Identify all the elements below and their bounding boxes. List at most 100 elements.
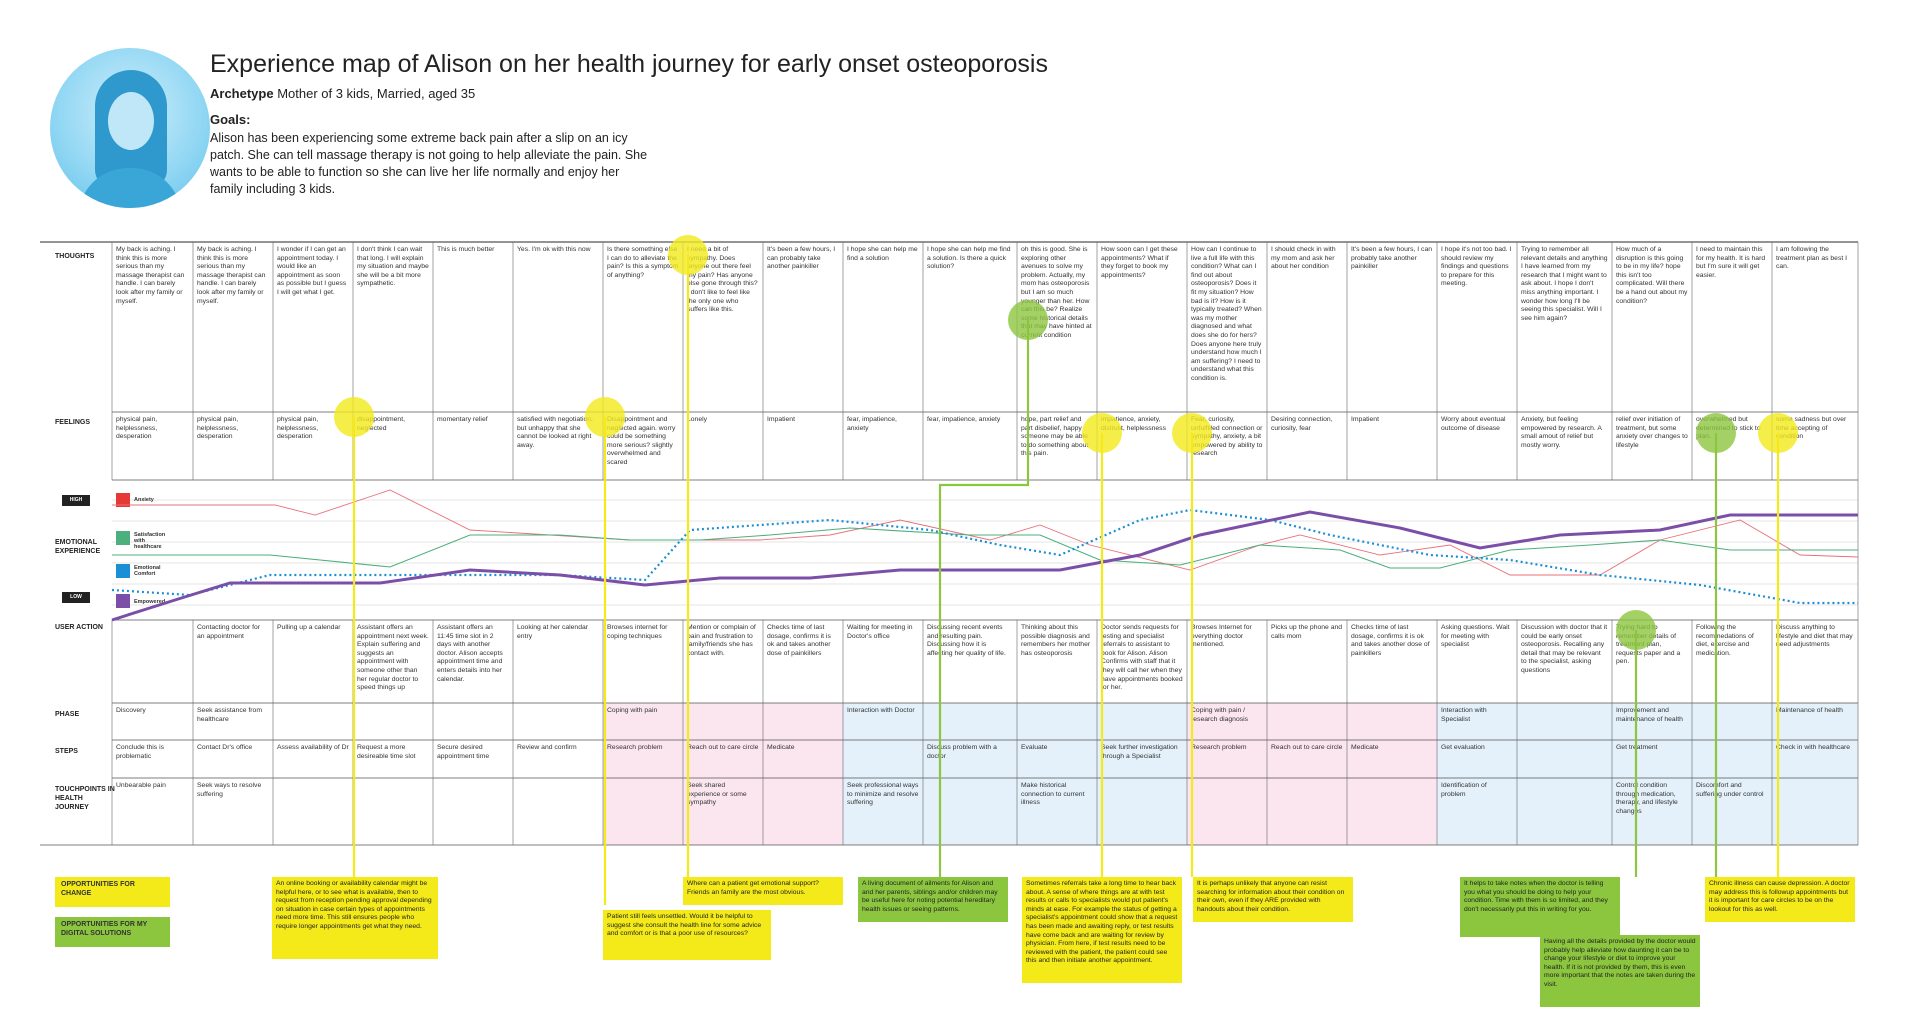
- thought-cell: I wonder if I can get an appointment tod…: [277, 246, 347, 296]
- action-cell: Pulling up a calendar: [277, 624, 341, 631]
- highlight-dot: [1172, 413, 1212, 453]
- feeling-cell: Fear, curiosity, unfulfilled connection …: [1191, 416, 1263, 458]
- header: Experience map of Alison on her health j…: [0, 0, 1920, 220]
- touchpoint-cell: Seek professional ways to minimize and r…: [847, 782, 919, 807]
- touchpoint-cell: Seek ways to resolve suffering: [197, 782, 262, 798]
- phase-cell: Coping with pain: [607, 707, 658, 714]
- highlight-dot: [1616, 610, 1656, 650]
- phase-cell: Interaction with Doctor: [847, 707, 915, 714]
- opportunities-change-button[interactable]: OPPORTUNITIES FOR CHANGE: [55, 877, 170, 907]
- action-cell: Discuss anything to lifestyle and diet t…: [1776, 624, 1853, 649]
- action-cell: Looking at her calendar entry: [517, 624, 589, 640]
- legend-high: HIGH: [62, 495, 90, 506]
- phase-cell: Seek assistance from healthcare: [197, 707, 262, 723]
- thought-cell: My back is aching. I think this is more …: [197, 246, 266, 305]
- thought-cell: My back is aching. I think this is more …: [116, 246, 185, 305]
- feeling-cell: momentary relief: [437, 416, 488, 423]
- step-cell: Review and confirm: [517, 744, 577, 751]
- phase-cell: Interaction with Specialist: [1441, 707, 1487, 723]
- opportunity-note: Chronic illness can cause depression. A …: [1705, 877, 1855, 922]
- feeling-cell: Disappointment and neglected again. worr…: [607, 416, 676, 466]
- archetype-value: Mother of 3 kids, Married, aged 35: [273, 86, 476, 101]
- legend-swatch-comfort: [116, 564, 130, 578]
- touchpoint-cell: Make historical connection to current il…: [1021, 782, 1085, 807]
- thought-cell: How soon can I get these appointments? W…: [1101, 246, 1178, 279]
- opportunity-note: Where can a patient get emotional suppor…: [683, 877, 843, 905]
- step-cell: Get evaluation: [1441, 744, 1485, 751]
- step-cell: Medicate: [767, 744, 795, 751]
- legend-anxiety: Anxiety: [134, 497, 154, 503]
- phase-cell: Coping with pain / research diagnosis: [1191, 707, 1249, 723]
- opportunity-note: An online booking or availability calend…: [272, 877, 438, 959]
- action-cell: Browses Internet for everything doctor m…: [1191, 624, 1252, 649]
- thought-cell: I don't think I can wait that long. I wi…: [357, 246, 429, 288]
- feeling-cell: satisfied with negotiation, but unhappy …: [517, 416, 593, 449]
- step-cell: Seek further investigation through a Spe…: [1101, 744, 1178, 760]
- feeling-cell: Anxiety, but feeling empowered by resear…: [1521, 416, 1602, 449]
- action-cell: Assistant offers an 11:45 time slot in 2…: [437, 624, 503, 683]
- phase-shade: [1187, 703, 1437, 845]
- legend-swatch-satisfaction: [116, 531, 130, 545]
- phase-shade: [1437, 703, 1612, 845]
- feeling-cell: Worry about eventual outcome of disease: [1441, 416, 1506, 432]
- thought-cell: I need to maintain this for my health. I…: [1696, 246, 1766, 279]
- phase-cell: Maintenance of health: [1776, 707, 1843, 714]
- step-cell: Request a more desireable time slot: [357, 744, 416, 760]
- thought-cell: How can I continue to live a full life w…: [1191, 246, 1262, 382]
- opportunity-note: A living document of ailments for Alison…: [858, 877, 1008, 922]
- feeling-cell: Impatient: [767, 416, 795, 423]
- page-title: Experience map of Alison on her health j…: [210, 50, 1048, 78]
- feeling-cell: Impatient: [1351, 416, 1379, 423]
- action-cell: Thinking about this possible diagnosis a…: [1021, 624, 1091, 657]
- step-cell: Assess availability of Dr: [277, 744, 349, 751]
- opportunities-digital-button[interactable]: OPPORTUNITIES FOR MY DIGITAL SOLUTIONS: [55, 917, 170, 947]
- touchpoint-cell: Discomfort and suffering under control: [1696, 782, 1764, 798]
- step-cell: Medicate: [1351, 744, 1379, 751]
- action-cell: Browses internet for coping techniques: [607, 624, 668, 640]
- highlight-dot: [1758, 413, 1798, 453]
- feeling-cell: fear, impatience, anxiety: [847, 416, 897, 432]
- action-cell: Picks up the phone and calls mom: [1271, 624, 1343, 640]
- feeling-cell: impatience, anxiety, distrust, helplessn…: [1101, 416, 1166, 432]
- legend-satisfaction: Satisfaction with healthcare: [134, 532, 166, 550]
- opportunity-note: It is perhaps unlikely that anyone can r…: [1193, 877, 1353, 922]
- thought-cell: I am following the treatment plan as bes…: [1776, 246, 1848, 271]
- action-cell: Discussion with doctor that it could be …: [1521, 624, 1608, 674]
- touchpoint-cell: Identification of problem: [1441, 782, 1487, 798]
- row-label-thoughts: THOUGHTS: [55, 253, 95, 260]
- feeling-cell: relief over initiation of treatment, but…: [1616, 416, 1688, 449]
- thought-cell: I should check in with my mom and ask he…: [1271, 246, 1336, 271]
- highlight-dot: [585, 397, 625, 437]
- highlight-dot: [1696, 413, 1736, 453]
- legend-comfort: Emotional Comfort: [134, 565, 161, 577]
- row-label-touchpoints: TOUCHPOINTS IN HEALTH JOURNEY: [55, 786, 115, 811]
- action-cell: Mention or complain of pain and frustrat…: [687, 624, 756, 657]
- opportunity-note: Patient still feels unsettled. Would it …: [603, 910, 771, 960]
- highlight-dot: [1082, 413, 1122, 453]
- step-cell: Conclude this is problematic: [116, 744, 164, 760]
- phase-shade: [603, 703, 843, 845]
- legend-low: LOW: [62, 592, 90, 603]
- thought-cell: How much of a disruption is this going t…: [1616, 246, 1688, 305]
- feeling-cell: Lonely: [687, 416, 708, 423]
- action-cell: Checks time of last dosage, confirms it …: [767, 624, 831, 657]
- step-cell: Contact Dr's office: [197, 744, 253, 751]
- thought-cell: It's been a few hours, I can probably ta…: [1351, 246, 1433, 271]
- legend-swatch-anxiety: [116, 493, 130, 507]
- feeling-cell: fear, impatience, anxiety: [927, 416, 1001, 423]
- avatar-face: [108, 92, 154, 150]
- row-label-phase: PHASE: [55, 711, 80, 718]
- feeling-cell: disappointment, neglected: [357, 416, 405, 432]
- feeling-cell: hope, part relief and part disbelief, ha…: [1021, 416, 1089, 458]
- thought-cell: Is there something else I can do to alle…: [607, 246, 679, 279]
- step-cell: Secure desired appointment time: [437, 744, 490, 760]
- action-cell: Waiting for meeting in Doctor's office: [847, 624, 913, 640]
- legend-empowered: Empowered: [134, 599, 166, 605]
- thought-cell: It's been a few hours, I can probably ta…: [767, 246, 836, 271]
- step-cell: Research problem: [1191, 744, 1247, 751]
- feeling-cell: Desiring connection, curiosity, fear: [1271, 416, 1333, 432]
- step-cell: Reach out to care circle: [687, 744, 759, 751]
